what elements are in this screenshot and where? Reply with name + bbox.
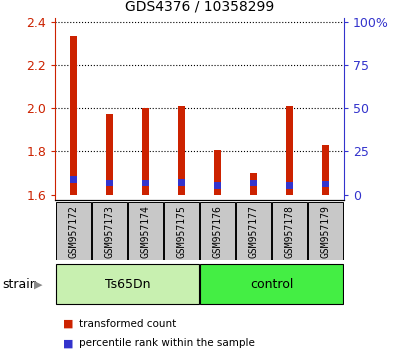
Bar: [214, 150, 221, 195]
Bar: [142, 108, 149, 195]
FancyBboxPatch shape: [272, 202, 307, 259]
FancyBboxPatch shape: [56, 202, 91, 259]
Text: percentile rank within the sample: percentile rank within the sample: [79, 338, 255, 348]
Text: GSM957173: GSM957173: [104, 205, 115, 258]
FancyBboxPatch shape: [308, 202, 343, 259]
Text: GSM957179: GSM957179: [321, 205, 331, 258]
FancyBboxPatch shape: [236, 202, 271, 259]
Text: GSM957174: GSM957174: [140, 205, 150, 258]
Bar: [106, 114, 113, 195]
Text: ■: ■: [63, 338, 74, 348]
FancyBboxPatch shape: [128, 202, 163, 259]
Bar: [322, 145, 329, 195]
Text: Ts65Dn: Ts65Dn: [105, 278, 150, 291]
FancyBboxPatch shape: [56, 264, 199, 304]
Bar: [250, 180, 257, 187]
Text: GSM957178: GSM957178: [284, 205, 295, 258]
Bar: [322, 181, 329, 187]
Text: GSM957172: GSM957172: [68, 205, 78, 258]
FancyBboxPatch shape: [92, 202, 127, 259]
Text: ▶: ▶: [34, 280, 42, 290]
Bar: [142, 180, 149, 187]
Bar: [250, 173, 257, 195]
Bar: [70, 36, 77, 195]
Text: strain: strain: [2, 279, 38, 291]
Text: ■: ■: [63, 319, 74, 329]
Text: control: control: [250, 278, 293, 291]
Bar: [286, 106, 293, 195]
Bar: [70, 176, 77, 183]
FancyBboxPatch shape: [200, 264, 343, 304]
Text: GSM957175: GSM957175: [177, 205, 186, 258]
Bar: [178, 106, 185, 195]
Bar: [106, 180, 113, 187]
Title: GDS4376 / 10358299: GDS4376 / 10358299: [125, 0, 274, 14]
Text: GSM957177: GSM957177: [248, 205, 259, 258]
FancyBboxPatch shape: [164, 202, 199, 259]
Text: GSM957176: GSM957176: [213, 205, 222, 258]
Bar: [286, 182, 293, 189]
Bar: [214, 182, 221, 189]
Text: transformed count: transformed count: [79, 319, 176, 329]
FancyBboxPatch shape: [200, 202, 235, 259]
Bar: [178, 179, 185, 185]
